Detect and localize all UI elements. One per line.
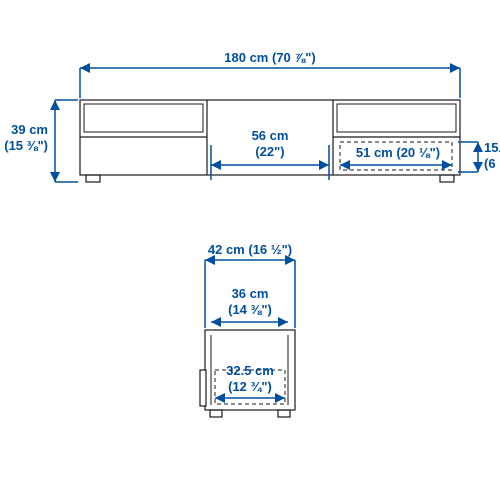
- inner-height-cm: 15.5 cm: [484, 140, 500, 155]
- side-inner-cm: 36 cm: [232, 286, 269, 301]
- front-height-cm: 39 cm: [11, 122, 48, 137]
- side-drawer-cm: 32.5 cm: [226, 363, 274, 378]
- side-drawer-in: (12 ¾"): [228, 379, 272, 394]
- side-outer-label: 42 cm (16 ½"): [208, 242, 292, 257]
- opening-width-cm: 56 cm: [252, 128, 289, 143]
- inner-height-in: (6 ⅛"): [484, 156, 500, 171]
- dim-side-inner: 36 cm (14 ⅜"): [211, 286, 288, 327]
- side-view: 42 cm (16 ½") 36 cm (14 ⅜") 32.5 cm (12 …: [200, 242, 295, 417]
- dim-front-height: 39 cm (15 ⅜"): [4, 100, 78, 182]
- dim-front-width: 180 cm (70 ⅞"): [80, 50, 460, 98]
- side-inner-in: (14 ⅜"): [228, 302, 272, 317]
- front-height-in: (15 ⅜"): [4, 138, 48, 153]
- inner-width-label: 51 cm (20 ⅛"): [356, 145, 440, 160]
- front-width-label: 180 cm (70 ⅞"): [224, 50, 315, 65]
- dimension-diagram: 180 cm (70 ⅞") 39 cm (15 ⅜") 56 cm (22")…: [0, 0, 500, 500]
- opening-width-in: (22"): [255, 144, 284, 159]
- dim-inner-height: 15.5 cm (6 ⅛"): [458, 140, 500, 172]
- front-view: 180 cm (70 ⅞") 39 cm (15 ⅜") 56 cm (22")…: [4, 50, 500, 182]
